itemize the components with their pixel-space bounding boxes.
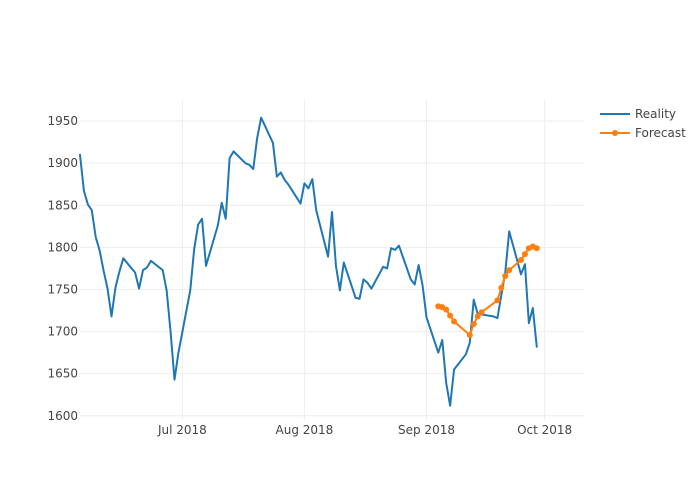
x-tick-label: Aug 2018	[276, 423, 334, 437]
series-reality	[79, 116, 538, 407]
legend-item-reality[interactable]: Reality	[600, 107, 676, 121]
data-point-forecast	[498, 284, 505, 291]
y-tick-label: 1750	[47, 282, 78, 296]
y-tick-label: 1650	[47, 367, 78, 381]
y-tick-label: 1950	[47, 114, 78, 128]
data-point-forecast	[518, 257, 524, 263]
x-tick-label: Sep 2018	[398, 423, 455, 437]
data-point-forecast	[451, 318, 458, 325]
legend: Reality Forecast	[600, 107, 686, 140]
data-point-forecast	[502, 273, 509, 279]
series-area	[79, 116, 540, 407]
data-point-forecast	[521, 251, 528, 258]
legend-swatch-marker	[612, 130, 618, 136]
legend-label: Reality	[635, 107, 676, 121]
legend-label: Forecast	[635, 126, 686, 140]
y-tick-label: 1600	[47, 409, 78, 423]
grid	[80, 100, 584, 420]
x-tick-label: Oct 2018	[517, 423, 572, 437]
legend-item-forecast[interactable]: Forecast	[600, 126, 686, 140]
series-forecast	[435, 243, 540, 338]
data-point-forecast	[443, 306, 450, 313]
series-line-reality	[79, 116, 538, 407]
data-point-forecast	[533, 245, 540, 252]
x-axis: Jul 2018 Aug 2018 Sep 2018 Oct 2018	[157, 423, 572, 437]
data-point-forecast	[506, 267, 513, 274]
y-tick-label: 1850	[47, 198, 78, 212]
data-point-forecast	[494, 297, 501, 304]
y-tick-label: 1900	[47, 156, 78, 170]
data-point-forecast	[470, 321, 477, 327]
data-point-forecast	[474, 313, 481, 320]
y-axis: 1600 1650 1700 1750 1800 1850 1900 1950	[47, 114, 78, 423]
y-tick-label: 1700	[47, 325, 78, 339]
data-point-forecast	[478, 309, 485, 316]
data-point-forecast	[466, 331, 473, 338]
data-point-forecast	[447, 312, 454, 319]
y-tick-label: 1800	[47, 240, 78, 254]
x-tick-label: Jul 2018	[157, 423, 207, 437]
